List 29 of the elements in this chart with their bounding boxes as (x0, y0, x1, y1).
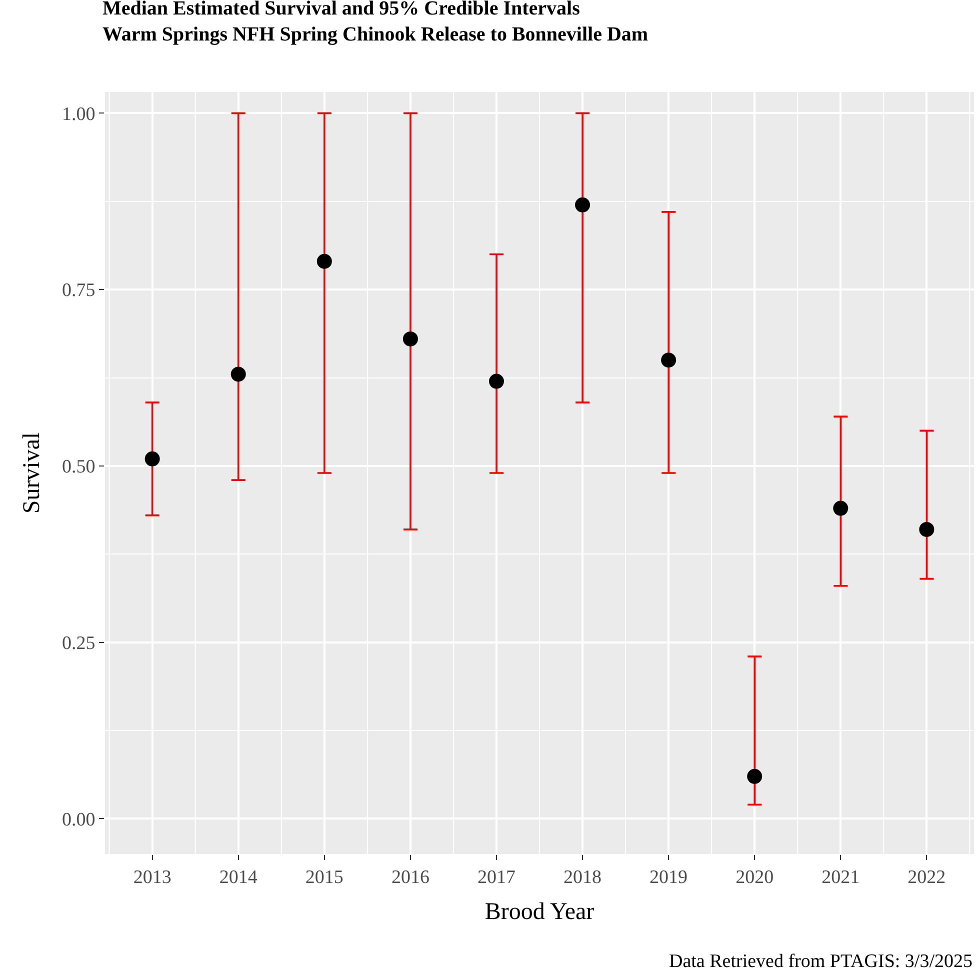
chart-title: Median Estimated Survival and 95% Credible Intervals Warm Springs NFH Spring Chinook Release to Bonneville Dam (102, 0, 648, 46)
point (747, 768, 762, 784)
x-tick-label: 2016 (391, 866, 430, 888)
text: Data Retrieved from PTAGIS: 3/3/2025 (669, 951, 972, 972)
point (833, 500, 848, 516)
point (316, 254, 332, 269)
point (661, 352, 676, 368)
y-tick-label: 0.75 (62, 280, 96, 302)
x-tick-label: 2014 (219, 866, 258, 888)
point (402, 331, 418, 346)
point (575, 197, 590, 212)
point (230, 366, 246, 382)
x-tick-label: 2022 (908, 866, 946, 888)
point (144, 451, 160, 466)
x-axis-title: Brood Year (484, 899, 594, 926)
y-tick-label: 1.00 (62, 104, 96, 125)
y-tick-label: 0.50 (62, 456, 96, 478)
point (919, 522, 934, 537)
x-tick-label: 2017 (477, 866, 516, 888)
x-tick-label: 2019 (650, 866, 688, 888)
x-tick-label: 2018 (564, 866, 602, 888)
y-tick-label: 0.00 (62, 809, 96, 830)
point (488, 374, 504, 389)
y-axis-title: Survival (19, 432, 46, 514)
x-tick-label: 2021 (822, 866, 860, 888)
y-tick-label: 0.25 (62, 632, 96, 654)
x-tick-label: 2020 (736, 866, 774, 888)
x-tick-label: 2015 (305, 866, 344, 888)
x-tick-label: 2013 (133, 866, 172, 888)
